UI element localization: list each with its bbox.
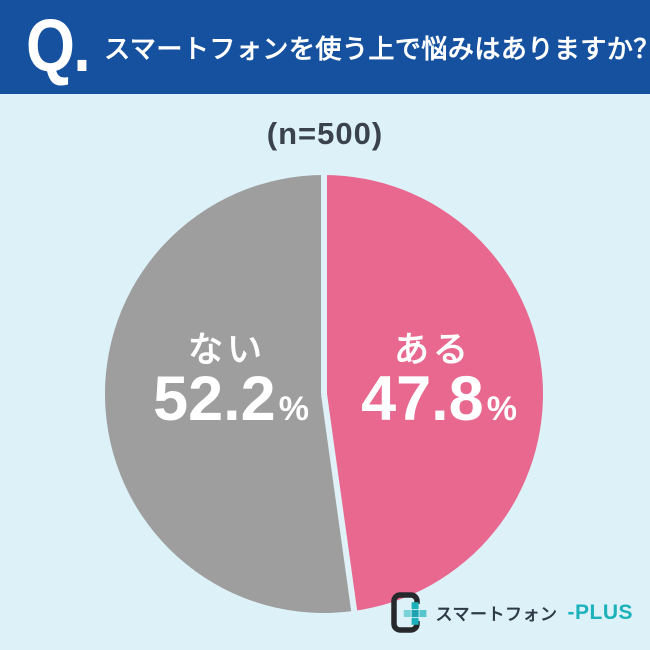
percent-sign: % [278,390,309,428]
percent-sign: % [486,390,517,428]
question-title: スマートフォンを使う上で悩みはありますか？ [104,33,650,64]
brand-logo: スマートフォン -PLUS [388,592,634,633]
slice-percent-nai: 52.2 [153,364,276,434]
slice-label-aru: ある [393,330,473,370]
slice-label-nai: ない [187,330,267,370]
smartphone-plus-icon [390,592,426,633]
pie-slice-0 [324,175,543,611]
brand-accent: -PLUS [567,600,633,624]
pie-divider [321,393,358,612]
q-logo: Q. [26,3,91,87]
question-header: Q. スマートフォンを使う上で悩みはありますか？ [0,0,650,94]
slice-percent-aru: 47.8 [361,364,484,434]
slice-value-aru: 47.8% [361,363,517,435]
slice-value-nai: 52.2% [153,363,309,435]
brand-name: スマートフォン [435,605,558,624]
pie-slice-1 [104,175,355,614]
sample-size-label: (n=500) [266,116,384,151]
